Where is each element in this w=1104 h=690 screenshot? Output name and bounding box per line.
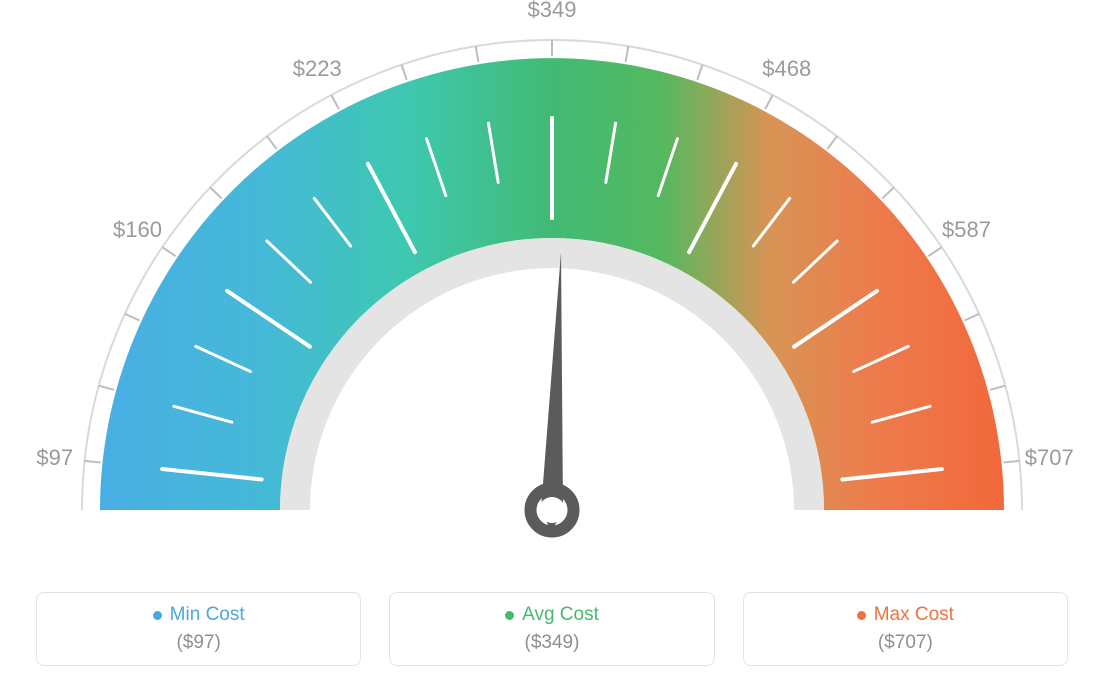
legend-title-min: Min Cost [153,604,245,626]
legend-value-min: ($97) [176,632,220,654]
gauge-tick-label: $349 [528,0,577,23]
gauge-tick-label: $707 [1025,445,1074,471]
legend-title-max: Max Cost [857,604,954,626]
gauge-tick-label: $587 [942,217,991,243]
cost-gauge-chart: $97 $160 $223 $349 $468 $587 $707 Min Cost ($9… [0,0,1104,690]
legend-card-avg: Avg Cost ($349) [389,592,714,666]
gauge-svg [0,0,1104,560]
legend-title-avg: Avg Cost [505,604,599,626]
legend-dot-min [153,611,162,620]
legend-label-avg: Avg Cost [522,604,599,626]
gauge-area: $97 $160 $223 $349 $468 $587 $707 [0,0,1104,560]
gauge-tick-label: $97 [36,445,73,471]
legend-card-min: Min Cost ($97) [36,592,361,666]
gauge-tick-label: $223 [293,56,342,82]
gauge-tick-label: $160 [113,217,162,243]
legend-label-min: Min Cost [170,604,245,626]
legend-card-max: Max Cost ($707) [743,592,1068,666]
legend-row: Min Cost ($97) Avg Cost ($349) Max Cost … [0,580,1104,690]
legend-value-max: ($707) [878,632,933,654]
gauge-tick-label: $468 [762,56,811,82]
legend-value-avg: ($349) [525,632,580,654]
legend-label-max: Max Cost [874,604,954,626]
legend-dot-avg [505,611,514,620]
legend-dot-max [857,611,866,620]
